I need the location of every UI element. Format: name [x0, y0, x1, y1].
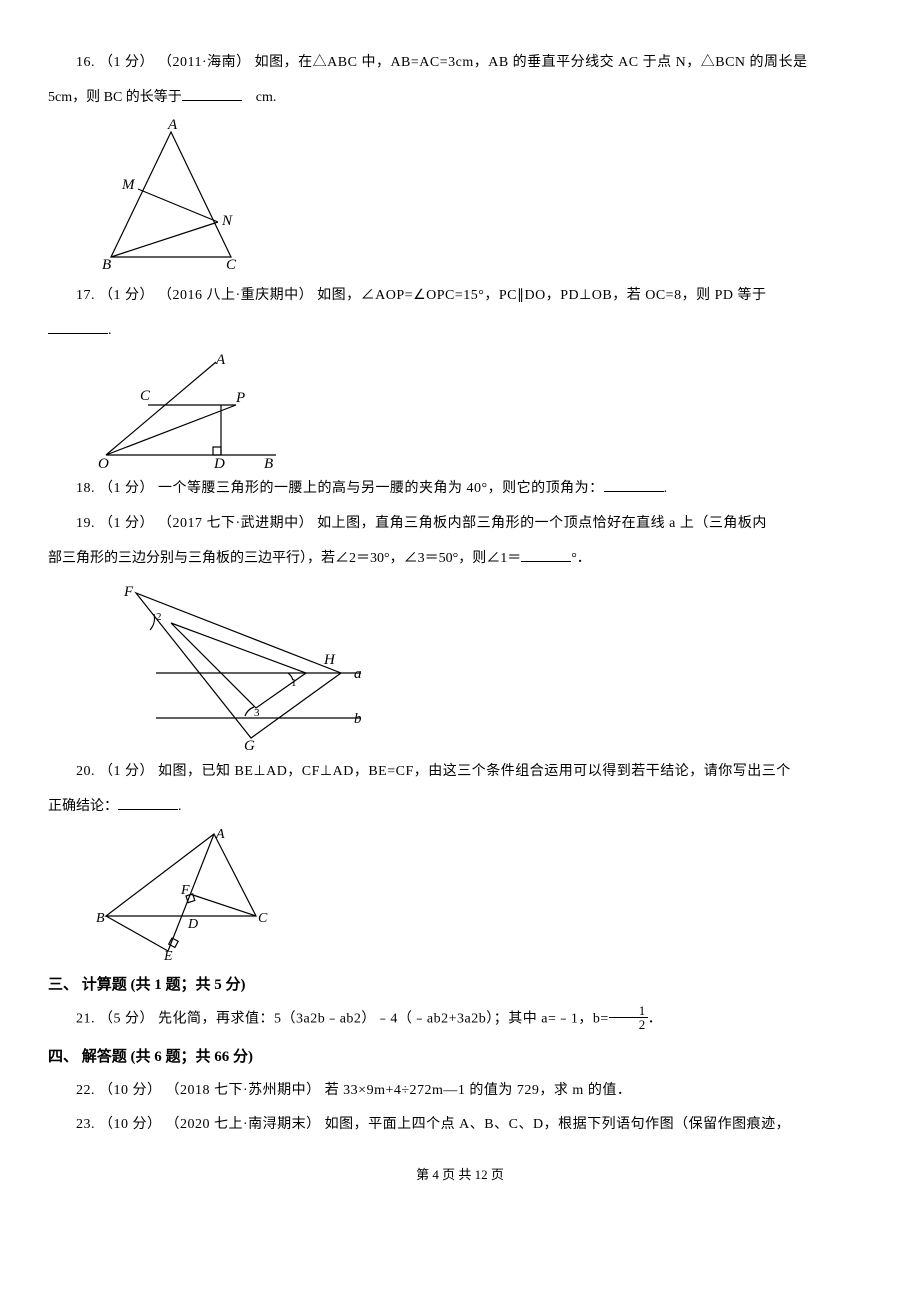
svg-text:H: H: [323, 652, 336, 668]
q-text: 若 33×9m+4÷272m—1 的值为 729，求 m 的值．: [325, 1083, 632, 1098]
q-number: 21.: [76, 1012, 95, 1027]
q-source: （2018 七下·苏州期中）: [166, 1083, 321, 1098]
svg-text:P: P: [235, 390, 245, 406]
q-text: 部三角形的三边分别与三角板的三边平行），若∠2＝30°，∠3＝50°，则∠1＝: [48, 551, 521, 566]
fraction: 12: [609, 1004, 648, 1031]
figure-q20: A B C F D E: [96, 826, 872, 961]
q-text: 如图，∠AOP=∠OPC=15°，PC∥DO，PD⊥OB，若 OC=8，则 PD…: [317, 288, 766, 303]
svg-text:a: a: [354, 666, 362, 682]
svg-text:B: B: [102, 257, 111, 273]
figure-q16: A B C M N: [96, 117, 872, 277]
q-number: 20.: [76, 764, 95, 779]
blank: [182, 86, 242, 101]
q-text: 正确结论：: [48, 799, 118, 814]
q-number: 23.: [76, 1117, 95, 1132]
svg-text:G: G: [244, 738, 255, 753]
question-21: 21. （5 分） 先化简，再求值：5（3a2b﹣ab2）﹣4（﹣ab2+3a2…: [48, 1006, 872, 1033]
q-points: （1 分）: [99, 516, 154, 531]
section-header-3: 三、 计算题 (共 1 题；共 5 分): [48, 971, 872, 1000]
svg-text:A: A: [215, 352, 226, 368]
q-text: 如上图，直角三角板内部三角形的一个顶点恰好在直线 a 上（三角板内: [317, 516, 767, 531]
q-number: 18.: [76, 481, 95, 496]
q-source: （2020 七上·南浔期末）: [166, 1117, 321, 1132]
q-points: （10 分）: [99, 1083, 162, 1098]
svg-text:D: D: [213, 456, 225, 470]
question-20: 20. （1 分） 如图，已知 BE⊥AD，CF⊥AD，BE=CF，由这三个条件…: [48, 759, 872, 786]
page-footer: 第 4 页 共 12 页: [48, 1163, 872, 1188]
svg-text:O: O: [98, 456, 109, 470]
svg-text:A: A: [167, 117, 178, 133]
svg-text:M: M: [121, 177, 136, 193]
svg-text:C: C: [226, 257, 237, 273]
svg-text:3: 3: [254, 707, 260, 719]
svg-text:N: N: [221, 213, 233, 229]
question-22: 22. （10 分） （2018 七下·苏州期中） 若 33×9m+4÷272m…: [48, 1078, 872, 1105]
question-19: 19. （1 分） （2017 七下·武进期中） 如上图，直角三角板内部三角形的…: [48, 511, 872, 538]
q-end: .: [664, 481, 668, 496]
q-number: 19.: [76, 516, 95, 531]
q-text: 如图，平面上四个点 A、B、C、D，根据下列语句作图（保留作图痕迹，: [325, 1117, 790, 1132]
q-end: ．: [648, 1012, 663, 1027]
svg-text:F: F: [180, 883, 190, 898]
q-points: （1 分）: [99, 764, 154, 779]
q-points: （5 分）: [99, 1012, 154, 1027]
q-number: 16.: [76, 55, 95, 70]
question-18: 18. （1 分） 一个等腰三角形的一腰上的高与另一腰的夹角为 40°，则它的顶…: [48, 476, 872, 503]
figure-q19: F G H a b 2 3 1: [96, 578, 872, 753]
q-points: （1 分）: [99, 481, 154, 496]
section-header-4: 四、 解答题 (共 6 题；共 66 分): [48, 1043, 872, 1072]
q-end: .: [178, 799, 182, 814]
svg-text:D: D: [187, 917, 198, 932]
svg-text:F: F: [123, 584, 134, 600]
svg-text:E: E: [163, 949, 173, 961]
q-end: °．: [571, 551, 591, 566]
figure-q17: O A C P D B: [96, 350, 872, 470]
svg-text:A: A: [215, 827, 225, 842]
blank: [521, 547, 571, 562]
svg-text:C: C: [140, 388, 151, 404]
q-end: .: [108, 323, 112, 338]
frac-den: 2: [609, 1018, 648, 1031]
blank: [48, 319, 108, 334]
question-19-cont: 部三角形的三边分别与三角板的三边平行），若∠2＝30°，∠3＝50°，则∠1＝ °…: [48, 546, 872, 573]
svg-text:1: 1: [291, 677, 297, 689]
question-20-cont: 正确结论：.: [48, 794, 872, 821]
q-number: 17.: [76, 288, 95, 303]
svg-text:2: 2: [156, 611, 162, 623]
q-unit: cm.: [242, 90, 277, 105]
question-17-cont: .: [48, 318, 872, 345]
q-points: （1 分）: [99, 55, 154, 70]
q-source: （2017 七下·武进期中）: [158, 516, 313, 531]
q-text: 5cm，则 BC 的长等于: [48, 90, 182, 105]
svg-text:C: C: [258, 911, 268, 926]
svg-text:B: B: [264, 456, 273, 470]
q-points: （1 分）: [99, 288, 154, 303]
q-text: 如图，在△ABC 中，AB=AC=3cm，AB 的垂直平分线交 AC 于点 N，…: [255, 55, 808, 70]
q-source: （2011·海南）: [158, 55, 251, 70]
blank: [118, 795, 178, 810]
svg-text:B: B: [96, 911, 105, 926]
question-23: 23. （10 分） （2020 七上·南浔期末） 如图，平面上四个点 A、B、…: [48, 1112, 872, 1139]
frac-num: 1: [609, 1004, 648, 1018]
svg-text:b: b: [354, 711, 362, 727]
q-text: 一个等腰三角形的一腰上的高与另一腰的夹角为 40°，则它的顶角为：: [158, 481, 604, 496]
q-source: （2016 八上·重庆期中）: [158, 288, 313, 303]
question-16-cont: 5cm，则 BC 的长等于 cm.: [48, 85, 872, 112]
blank: [604, 477, 664, 492]
q-text: 先化简，再求值：5（3a2b﹣ab2）﹣4（﹣ab2+3a2b）；其中 a=﹣1…: [158, 1012, 609, 1027]
q-points: （10 分）: [99, 1117, 162, 1132]
question-16: 16. （1 分） （2011·海南） 如图，在△ABC 中，AB=AC=3cm…: [48, 50, 872, 77]
q-text: 如图，已知 BE⊥AD，CF⊥AD，BE=CF，由这三个条件组合运用可以得到若干…: [158, 764, 791, 779]
question-17: 17. （1 分） （2016 八上·重庆期中） 如图，∠AOP=∠OPC=15…: [48, 283, 872, 310]
q-number: 22.: [76, 1083, 95, 1098]
